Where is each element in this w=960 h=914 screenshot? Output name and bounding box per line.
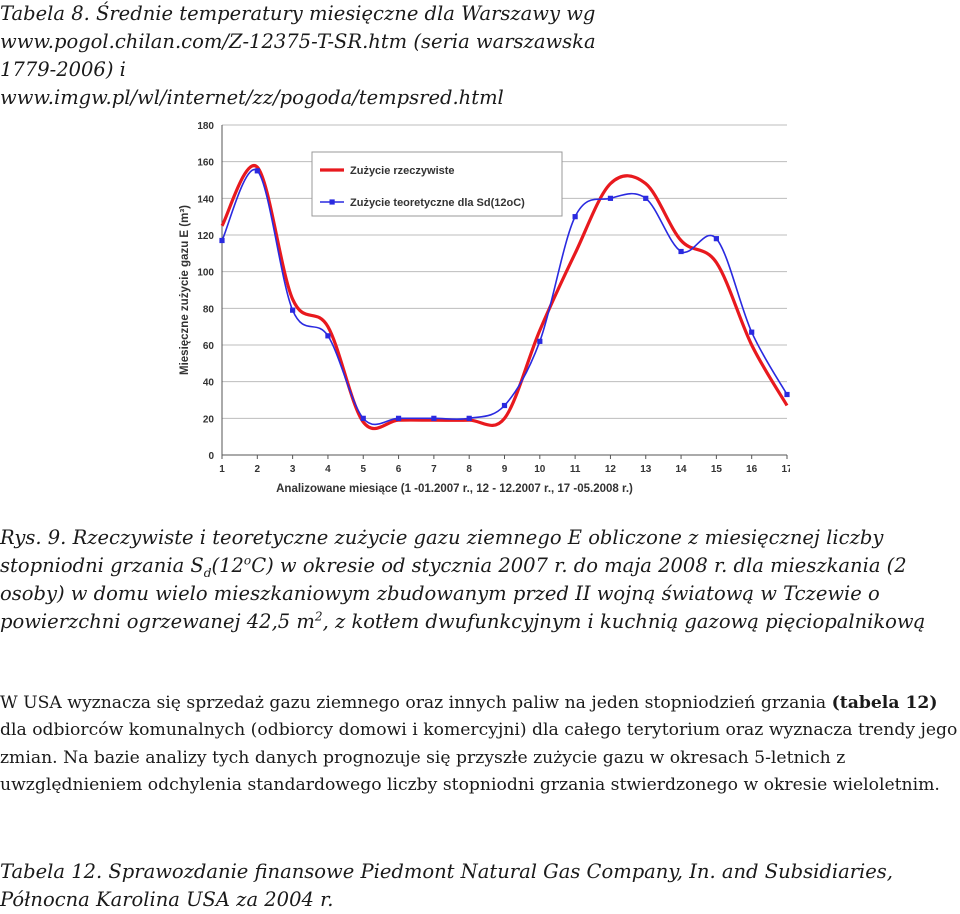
paragraph-table-reference: (tabela 12): [831, 693, 938, 713]
data-point-theoretical: [749, 329, 755, 335]
series-line-actual: [220, 163, 789, 430]
data-point-theoretical: [219, 237, 225, 244]
figure-caption-text-2: (12: [211, 554, 244, 577]
table-8-caption: Tabela 8. Średnie temperatury miesięczne…: [0, 0, 640, 112]
data-point-theoretical: [431, 415, 437, 421]
figure-caption-text-4: , z kotłem dwufunkcyjnym i kuchnią gazow…: [322, 610, 926, 633]
y-tick-label: 60: [203, 341, 215, 352]
legend-marker: [329, 199, 335, 205]
y-tick-label: 20: [203, 414, 215, 425]
data-point-theoretical: [466, 415, 472, 421]
data-point-theoretical: [713, 236, 719, 242]
data-point-theoretical: [537, 338, 543, 344]
data-point-theoretical: [501, 402, 508, 409]
data-point-theoretical: [395, 415, 402, 421]
paragraph-text-2: dla odbiorców komunalnych (odbiorcy domo…: [0, 720, 958, 795]
x-tick-label: 15: [711, 464, 723, 475]
figure-9-caption: Rys. 9. Rzeczywiste i teoretyczne zużyci…: [0, 524, 958, 636]
legend-entry: Zużycie rzeczywiste: [350, 165, 455, 177]
x-tick-label: 8: [466, 464, 472, 475]
body-paragraph: W USA wyznacza się sprzedaż gazu ziemneg…: [0, 690, 958, 799]
data-point-theoretical: [360, 415, 366, 421]
x-tick-label: 7: [431, 464, 437, 475]
table-8-caption-line-3: www.imgw.pl/wl/internet/zz/pogoda/tempsr…: [0, 86, 504, 109]
x-tick-label: 13: [640, 464, 652, 475]
x-axis-label: Analizowane miesiące (1 -01.2007 r., 12 …: [276, 483, 633, 495]
legend-box: [311, 151, 563, 217]
y-tick-label: 80: [203, 304, 215, 315]
x-tick-label: 1: [219, 464, 225, 475]
data-point-theoretical: [254, 168, 260, 174]
y-tick-label: 160: [197, 158, 214, 169]
y-tick-label: 120: [197, 231, 214, 242]
y-axis-label: Miesięczne zużycie gazu E (m³): [179, 205, 191, 375]
x-tick-label: 16: [746, 464, 758, 475]
y-tick-label: 40: [203, 378, 215, 389]
x-tick-label: 6: [396, 464, 402, 475]
x-tick-label: 14: [676, 464, 688, 475]
x-tick-label: 11: [570, 464, 581, 475]
x-tick-label: 5: [360, 464, 366, 475]
x-tick-label: 2: [255, 464, 261, 475]
data-point-theoretical: [643, 195, 649, 201]
table-8-caption-line-2: www.pogol.chilan.com/Z-12375-T-SR.htm (s…: [0, 30, 596, 81]
figure-caption-text-1: Rys. 9. Rzeczywiste i teoretyczne zużyci…: [0, 526, 884, 577]
data-point-theoretical: [607, 195, 614, 201]
data-point-theoretical: [325, 333, 331, 339]
y-tick-label: 140: [197, 194, 214, 205]
paragraph-text-1: W USA wyznacza się sprzedaż gazu ziemneg…: [0, 693, 832, 713]
figure-caption-superscript-degree: o: [243, 553, 252, 568]
y-tick-label: 0: [208, 451, 214, 462]
data-point-theoretical: [784, 391, 790, 398]
y-tick-label: 180: [197, 121, 214, 132]
x-tick-label: 3: [290, 464, 296, 475]
x-tick-label: 12: [605, 464, 617, 475]
table-8-caption-line-1: Tabela 8. Średnie temperatury miesięczne…: [0, 2, 596, 25]
figure-caption-subscript: d: [203, 565, 212, 580]
data-point-theoretical: [290, 307, 296, 313]
x-tick-label: 17: [781, 464, 790, 475]
x-tick-label: 4: [325, 464, 331, 475]
figure-caption-text-3: C) w okresie od stycznia 2007 r. do maja…: [0, 554, 907, 633]
figure-caption-superscript-square: 2: [314, 609, 323, 624]
y-tick-label: 100: [197, 268, 214, 279]
table-12-caption: Tabela 12. Sprawozdanie finansowe Piedmo…: [0, 860, 894, 911]
legend-entry: Zużycie teoretyczne dla Sd(12oC): [350, 197, 525, 209]
x-tick-label: 10: [534, 464, 546, 475]
data-point-theoretical: [572, 214, 578, 220]
data-point-theoretical: [678, 248, 684, 255]
x-tick-label: 9: [502, 464, 508, 475]
